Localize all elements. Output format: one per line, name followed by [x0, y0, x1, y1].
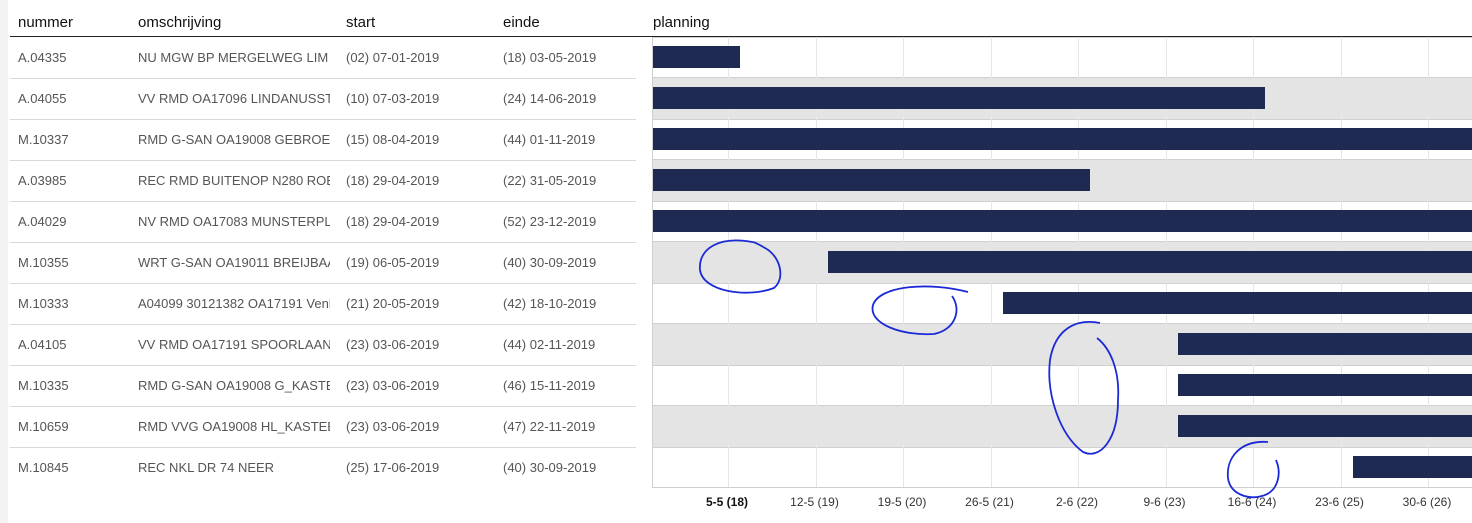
gantt-bar-M.10335[interactable]: [1178, 374, 1472, 396]
cell-einde: (24) 14-06-2019: [503, 91, 597, 106]
planning-gantt: [652, 37, 1472, 488]
cell-start: (10) 07-03-2019: [346, 91, 440, 106]
cell-nummer: A.04105: [18, 337, 67, 352]
col-header-einde[interactable]: einde: [503, 14, 540, 31]
cell-omschrijving: NV RMD OA17083 MUNSTERPLEIN: [138, 214, 330, 229]
col-header-start[interactable]: start: [346, 14, 376, 31]
cell-nummer: M.10337: [18, 132, 69, 147]
cell-nummer: M.10333: [18, 296, 69, 311]
row-separator: [10, 283, 636, 284]
cell-start: (19) 06-05-2019: [346, 255, 440, 270]
timeline-tick-label: 19-5 (20): [877, 495, 927, 509]
cell-start: (18) 29-04-2019: [346, 173, 440, 188]
timeline-tick-label: 12-5 (19): [790, 495, 839, 509]
row-separator: [10, 78, 636, 79]
cell-omschrijving: WRT G-SAN OA19011 BREIJBAAN: [138, 255, 330, 270]
gantt-row: [653, 37, 1472, 78]
cell-omschrijving: REC NKL DR 74 NEER: [138, 460, 275, 475]
cell-nummer: M.10355: [18, 255, 69, 270]
cell-nummer: A.03985: [18, 173, 67, 188]
cell-einde: (18) 03-05-2019: [503, 50, 597, 65]
col-header-nummer[interactable]: nummer: [18, 14, 74, 31]
gantt-bar-M.10845[interactable]: [1353, 456, 1472, 478]
row-separator: [10, 406, 636, 407]
gantt-bar-M.10659[interactable]: [1178, 415, 1472, 437]
gantt-bar-A.04105[interactable]: [1178, 333, 1472, 355]
row-separator: [10, 201, 636, 202]
cell-omschrijving: VV RMD OA17096 LINDANUSSTRAAT: [138, 91, 330, 106]
cell-einde: (46) 15-11-2019: [503, 378, 596, 393]
cell-start: (18) 29-04-2019: [346, 214, 440, 229]
cell-einde: (44) 01-11-2019: [503, 132, 596, 147]
cell-nummer: A.04029: [18, 214, 67, 229]
cell-start: (23) 03-06-2019: [346, 419, 440, 434]
gantt-bar-A.03985[interactable]: [653, 169, 1090, 191]
cell-omschrijving: RMD G-SAN OA19008 GEBROEDERS: [138, 132, 330, 147]
header-divider: [10, 36, 1472, 37]
cell-start: (25) 17-06-2019: [346, 460, 440, 475]
timeline-axis: [652, 487, 1472, 488]
cell-start: (23) 03-06-2019: [346, 337, 440, 352]
cell-nummer: A.04335: [18, 50, 67, 65]
row-separator: [10, 160, 636, 161]
timeline-tick-label: 5-5 (18): [705, 495, 749, 509]
cell-omschrijving: A04099 30121382 OA17191 Venlo: [138, 296, 330, 311]
cell-start: (02) 07-01-2019: [346, 50, 440, 65]
cell-omschrijving: REC RMD BUITENOP N280 ROERMOND: [138, 173, 330, 188]
cell-omschrijving: RMD VVG OA19008 HL_KASTEEL: [138, 419, 330, 434]
gantt-bar-A.04055[interactable]: [653, 87, 1265, 109]
cell-nummer: M.10845: [18, 460, 69, 475]
timeline-tick-label: 16-6 (24): [1227, 495, 1277, 509]
cell-nummer: M.10659: [18, 419, 69, 434]
grid-line: [815, 37, 817, 487]
col-header-planning[interactable]: planning: [653, 14, 710, 31]
gantt-bar-M.10333[interactable]: [1003, 292, 1472, 314]
cell-omschrijving: NU MGW BP MERGELWEG LIM: [138, 50, 329, 65]
gantt-bar-A.04335[interactable]: [653, 46, 740, 68]
row-separator: [10, 447, 636, 448]
cell-einde: (40) 30-09-2019: [503, 255, 597, 270]
row-separator: [10, 365, 636, 366]
cell-einde: (42) 18-10-2019: [503, 296, 597, 311]
timeline-tick-label: 26-5 (21): [965, 495, 1014, 509]
cell-einde: (40) 30-09-2019: [503, 460, 597, 475]
timeline-tick-label: 2-6 (22): [1055, 495, 1099, 509]
cell-start: (23) 03-06-2019: [346, 378, 440, 393]
col-header-omschrijving[interactable]: omschrijving: [138, 14, 222, 31]
cell-omschrijving: VV RMD OA17191 SPOORLAAN: [138, 337, 330, 352]
gantt-bar-M.10355[interactable]: [828, 251, 1472, 273]
cell-einde: (47) 22-11-2019: [503, 419, 596, 434]
row-separator: [10, 119, 636, 120]
cell-start: (15) 08-04-2019: [346, 132, 440, 147]
row-separator: [10, 324, 636, 325]
timeline-tick-label: 30-6 (26): [1402, 495, 1452, 509]
timeline-tick-label: 23-6 (25): [1315, 495, 1364, 509]
cell-nummer: M.10335: [18, 378, 69, 393]
gantt-row: [653, 447, 1472, 488]
timeline-tick-label: 9-6 (23): [1143, 495, 1186, 509]
gantt-bar-A.04029[interactable]: [653, 210, 1472, 232]
cell-nummer: A.04055: [18, 91, 67, 106]
cell-einde: (22) 31-05-2019: [503, 173, 597, 188]
row-separator: [10, 242, 636, 243]
cell-einde: (52) 23-12-2019: [503, 214, 597, 229]
cell-omschrijving: RMD G-SAN OA19008 G_KASTEEL: [138, 378, 330, 393]
gantt-bar-M.10337[interactable]: [653, 128, 1472, 150]
left-edge-strip: [0, 0, 8, 523]
cell-einde: (44) 02-11-2019: [503, 337, 596, 352]
cell-start: (21) 20-05-2019: [346, 296, 440, 311]
